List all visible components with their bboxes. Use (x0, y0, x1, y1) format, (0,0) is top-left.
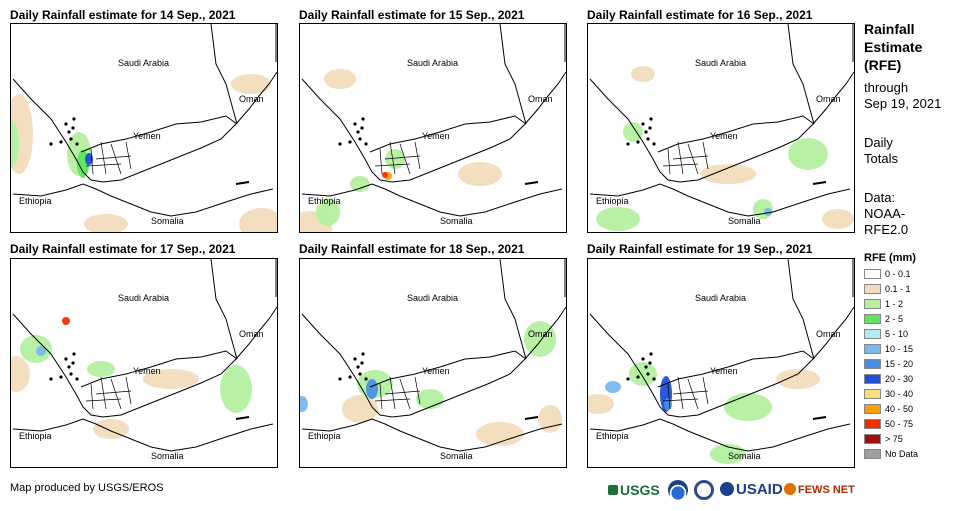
label-somalia: Somalia (728, 451, 761, 461)
label-yemen: Yemen (422, 131, 450, 141)
totals-text: Totals (864, 151, 898, 166)
legend-label: 2 - 5 (885, 314, 904, 324)
fewsnet-logo: FEWS NET (784, 483, 855, 496)
legend-label: 40 - 50 (885, 404, 914, 414)
legend-heading: Rainfall Estimate (RFE) (864, 20, 922, 74)
label-oman: Oman (239, 329, 264, 339)
legend-swatch (864, 329, 881, 339)
map-credit: Map produced by USGS/EROS (10, 482, 164, 494)
heading-line-3: (RFE) (864, 57, 902, 73)
panel-title-1: Daily Rainfall estimate for 14 Sep., 202… (10, 8, 236, 22)
legend-label: 5 - 10 (885, 329, 909, 339)
label-ethiopia: Ethiopia (596, 431, 629, 441)
panel-title-4: Daily Rainfall estimate for 17 Sep., 202… (10, 242, 236, 256)
label-saudi-arabia: Saudi Arabia (118, 58, 169, 68)
usgs-wave-icon (608, 485, 618, 495)
label-oman: Oman (816, 329, 841, 339)
legend-swatch (864, 284, 881, 294)
fewsnet-emblem-icon (784, 483, 796, 495)
heading-line-1: Rainfall (864, 21, 915, 37)
rainfall-map-5: Saudi Arabia Oman Yemen Ethiopia Somalia (299, 258, 567, 468)
label-ethiopia: Ethiopia (308, 196, 341, 206)
label-saudi-arabia: Saudi Arabia (695, 58, 746, 68)
label-oman: Oman (528, 94, 553, 104)
through-text: through (864, 80, 909, 95)
source-line-2: RFE2.0 (864, 222, 909, 237)
data-source: Data: NOAA- RFE2.0 (864, 190, 908, 238)
label-yemen: Yemen (422, 366, 450, 376)
rainfall-map-1: Saudi Arabia Oman Yemen Ethiopia Somalia (10, 23, 278, 233)
rainfall-map-4: Saudi Arabia Oman Yemen Ethiopia Somalia (10, 258, 278, 468)
label-somalia: Somalia (151, 216, 184, 226)
legend-label: 0.1 - 1 (885, 284, 911, 294)
legend-swatch (864, 389, 881, 399)
legend-swatch (864, 299, 881, 309)
heading-line-2: Estimate (864, 39, 923, 55)
source-line-1: NOAA- (864, 206, 906, 221)
usgs-logo-text: USGS (620, 482, 660, 498)
legend-swatch (864, 344, 881, 354)
legend-label: 50 - 75 (885, 419, 914, 429)
rainfall-map-3: Saudi Arabia Oman Yemen Ethiopia Somalia (587, 23, 855, 233)
panel-title-5: Daily Rainfall estimate for 18 Sep., 202… (299, 242, 525, 256)
panel-title-6: Daily Rainfall estimate for 19 Sep., 202… (587, 242, 813, 256)
legend-swatch (864, 314, 881, 324)
label-somalia: Somalia (151, 451, 184, 461)
label-ethiopia: Ethiopia (596, 196, 629, 206)
label-oman: Oman (528, 329, 553, 339)
usaid-seal-icon (720, 482, 734, 496)
label-somalia: Somalia (440, 451, 473, 461)
daily-totals: Daily Totals (864, 135, 898, 167)
legend-label: 30 - 40 (885, 389, 914, 399)
label-saudi-arabia: Saudi Arabia (407, 293, 458, 303)
label-yemen: Yemen (133, 131, 161, 141)
label-ethiopia: Ethiopia (19, 196, 52, 206)
label-ethiopia: Ethiopia (19, 431, 52, 441)
legend-label: 0 - 0.1 (885, 269, 911, 279)
legend-swatch (864, 374, 881, 384)
rainfall-map-6: Saudi Arabia Oman Yemen Ethiopia Somalia (587, 258, 855, 468)
usaid-logo: USAID (720, 481, 783, 498)
dos-seal-icon (694, 480, 714, 500)
label-ethiopia: Ethiopia (308, 431, 341, 441)
legend-swatch (864, 449, 881, 459)
label-yemen: Yemen (710, 131, 738, 141)
noaa-logo-icon (668, 480, 688, 500)
label-yemen: Yemen (133, 366, 161, 376)
through-date: through Sep 19, 2021 (864, 80, 941, 112)
label-yemen: Yemen (710, 366, 738, 376)
legend-label: 10 - 15 (885, 344, 914, 354)
legend-label: > 75 (885, 434, 903, 444)
end-date: Sep 19, 2021 (864, 96, 942, 111)
legend-swatch (864, 359, 881, 369)
label-saudi-arabia: Saudi Arabia (118, 293, 169, 303)
label-saudi-arabia: Saudi Arabia (695, 293, 746, 303)
rainfall-map-2: Saudi Arabia Oman Yemen Ethiopia Somalia (299, 23, 567, 233)
usaid-logo-text: USAID (736, 481, 783, 498)
data-label: Data: (864, 190, 896, 205)
legend-label: No Data (885, 449, 919, 459)
legend-swatch (864, 434, 881, 444)
usgs-logo: USGS (608, 482, 660, 498)
legend-swatch (864, 404, 881, 414)
legend-title: RFE (mm) (864, 252, 916, 264)
label-somalia: Somalia (728, 216, 761, 226)
legend-swatch (864, 269, 881, 279)
label-oman: Oman (239, 94, 264, 104)
legend-label: 20 - 30 (885, 374, 914, 384)
legend-swatch (864, 419, 881, 429)
legend-label: 15 - 20 (885, 359, 914, 369)
daily-text: Daily (864, 135, 893, 150)
label-somalia: Somalia (440, 216, 473, 226)
panel-title-3: Daily Rainfall estimate for 16 Sep., 202… (587, 8, 813, 22)
legend-label: 1 - 2 (885, 299, 904, 309)
label-oman: Oman (816, 94, 841, 104)
label-saudi-arabia: Saudi Arabia (407, 58, 458, 68)
fewsnet-logo-text: FEWS NET (798, 484, 855, 496)
panel-title-2: Daily Rainfall estimate for 15 Sep., 202… (299, 8, 525, 22)
